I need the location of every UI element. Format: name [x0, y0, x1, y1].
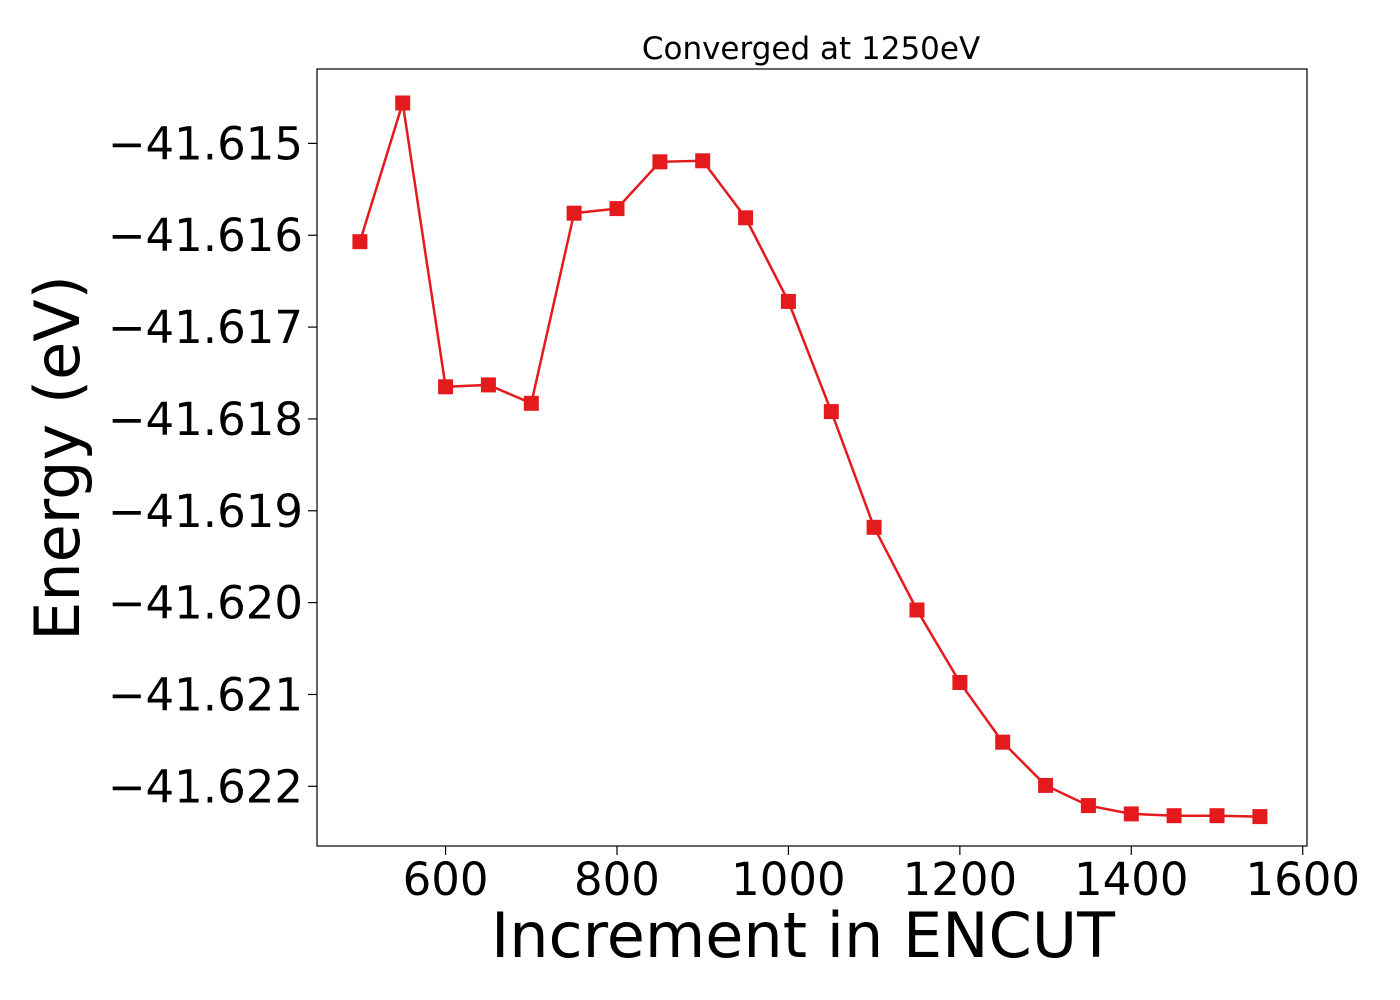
y-tick-label: −41.620: [108, 577, 303, 630]
data-point-marker: [1209, 808, 1225, 824]
x-tick-label: 1400: [1074, 853, 1189, 906]
plot-area-frame: [316, 68, 1308, 847]
data-point-marker: [1166, 808, 1182, 824]
series-markers: [352, 95, 1268, 825]
x-axis-label: Increment in ENCUT: [491, 899, 1116, 972]
data-point-marker: [695, 153, 711, 169]
data-point-marker: [609, 201, 625, 217]
series-line: [358, 102, 1260, 818]
data-point-marker: [952, 675, 968, 690]
data-point-marker: [523, 395, 539, 411]
data-point-marker: [995, 734, 1011, 750]
x-axis-ticks: 600 800 1000 1200 1400 1600: [403, 846, 1360, 906]
data-point-marker: [438, 379, 454, 395]
data-point-marker: [1123, 806, 1139, 822]
data-point-marker: [652, 154, 668, 170]
data-point-marker: [738, 210, 754, 226]
y-tick-label: −41.621: [108, 668, 303, 721]
data-point-marker: [395, 95, 411, 111]
y-tick-label: −41.615: [108, 117, 303, 170]
y-axis-label: Energy (eV): [21, 275, 94, 641]
data-point-marker: [1080, 798, 1096, 814]
data-point-marker: [1038, 777, 1054, 793]
x-tick-label: 800: [574, 853, 660, 906]
y-tick-label: −41.622: [108, 760, 303, 813]
data-point-marker: [909, 602, 925, 618]
y-axis-ticks: −41.615 −41.616 −41.617 −41.618 −41.619 −41.6…: [108, 117, 317, 813]
x-tick-label: 600: [403, 853, 489, 906]
x-tick-label: 1600: [1245, 853, 1360, 906]
y-tick-label: −41.619: [108, 485, 303, 538]
data-point-marker: [566, 205, 582, 221]
data-point-marker: [1252, 809, 1268, 825]
x-tick-label: 1200: [903, 853, 1018, 906]
y-tick-label: −41.616: [108, 209, 303, 262]
y-tick-label: −41.618: [108, 393, 303, 446]
data-point-marker: [480, 377, 496, 393]
data-point-marker: [823, 404, 839, 420]
data-point-marker: [780, 293, 796, 309]
data-point-marker: [352, 234, 368, 250]
y-tick-label: −41.617: [108, 301, 303, 354]
data-point-marker: [866, 519, 882, 535]
chart-title: Converged at 1250eV: [642, 31, 980, 67]
x-tick-label: 1000: [731, 853, 846, 906]
